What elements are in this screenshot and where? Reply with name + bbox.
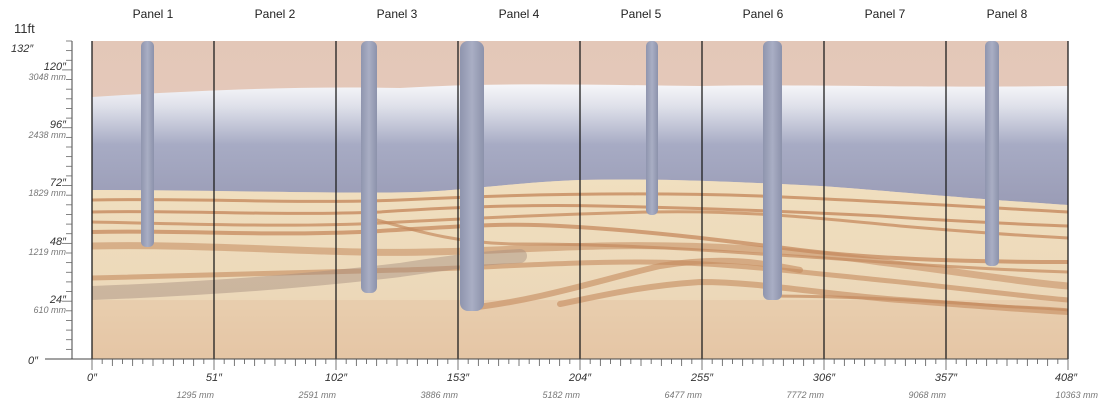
x-tick-label: 306″ bbox=[813, 372, 836, 384]
x-tick-mm: 3886 mm bbox=[420, 390, 458, 400]
x-axis-zero: 0″ bbox=[87, 372, 98, 384]
pillar-6 bbox=[985, 41, 999, 266]
x-tick-mm: 5182 mm bbox=[542, 390, 580, 400]
y-tick-label: 72″ bbox=[50, 177, 67, 189]
x-tick-label: 255″ bbox=[690, 372, 714, 384]
x-tick-mm: 6477 mm bbox=[664, 390, 702, 400]
x-tick-mm: 10363 mm bbox=[1055, 390, 1098, 400]
panel-label-4: Panel 4 bbox=[499, 7, 540, 21]
y-axis-top-ft: 11ft bbox=[14, 21, 35, 36]
stripe bbox=[92, 259, 1068, 303]
pillar-1 bbox=[141, 41, 154, 247]
stripe bbox=[467, 257, 803, 311]
x-tick-label: 51″ bbox=[206, 372, 223, 384]
panel-label-5: Panel 5 bbox=[621, 7, 662, 21]
panel-label-3: Panel 3 bbox=[377, 7, 418, 21]
stripe bbox=[557, 278, 1068, 315]
panel-dividers bbox=[91, 41, 1069, 359]
stripe bbox=[92, 222, 1068, 264]
y-axis-zero: 0″ bbox=[28, 355, 39, 367]
y-tick-mm: 3048 mm bbox=[28, 72, 66, 82]
panel-label-8: Panel 8 bbox=[987, 7, 1028, 21]
x-tick-mm: 7772 mm bbox=[786, 390, 824, 400]
pillar-4 bbox=[646, 41, 658, 215]
x-minor-ticks bbox=[91, 359, 1069, 370]
y-tick-mm: 610 mm bbox=[33, 305, 66, 315]
stripe bbox=[92, 210, 1068, 240]
y-tick-label: 48″ bbox=[50, 236, 67, 248]
pillar-5 bbox=[763, 41, 782, 300]
x-tick-label: 153″ bbox=[447, 372, 470, 384]
x-tick-label: 357″ bbox=[935, 372, 958, 384]
stripe bbox=[92, 242, 1068, 290]
panel-label-1: Panel 1 bbox=[133, 7, 174, 21]
x-tick-mm: 9068 mm bbox=[908, 390, 946, 400]
y-tick-mm: 1219 mm bbox=[28, 247, 66, 257]
y-tick-mm: 1829 mm bbox=[28, 188, 66, 198]
pillar-2 bbox=[361, 41, 377, 293]
panel-label-7: Panel 7 bbox=[865, 7, 906, 21]
y-axis: 11ft 132″ 120″ 3048 mm 96″ 2438 mm 72″ 1… bbox=[11, 21, 73, 367]
panel-labels: Panel 1 Panel 2 Panel 3 Panel 4 Panel 5 … bbox=[133, 7, 1028, 21]
x-axis: 0″ 51″ 1295 mm 102″ 2591 mm 153″ 3886 mm… bbox=[45, 358, 1098, 400]
x-tick-label: 102″ bbox=[325, 372, 348, 384]
x-tick-label: 408″ bbox=[1055, 372, 1078, 384]
y-axis-top-in: 132″ bbox=[11, 43, 34, 55]
stripe bbox=[92, 203, 1068, 228]
pillar-3 bbox=[460, 41, 484, 311]
y-tick-label: 120″ bbox=[44, 61, 67, 73]
panel-label-6: Panel 6 bbox=[743, 7, 784, 21]
y-tick-mm: 2438 mm bbox=[27, 130, 66, 140]
stripe bbox=[768, 294, 1068, 312]
x-tick-label: 204″ bbox=[568, 372, 592, 384]
panel-label-2: Panel 2 bbox=[255, 7, 296, 21]
y-tick-label: 96″ bbox=[50, 119, 67, 131]
x-tick-mm: 2591 mm bbox=[297, 390, 336, 400]
y-tick-label: 24″ bbox=[49, 294, 67, 306]
x-tick-mm: 1295 mm bbox=[176, 390, 214, 400]
pillars bbox=[141, 41, 999, 311]
sediment-stripes bbox=[92, 192, 1068, 315]
